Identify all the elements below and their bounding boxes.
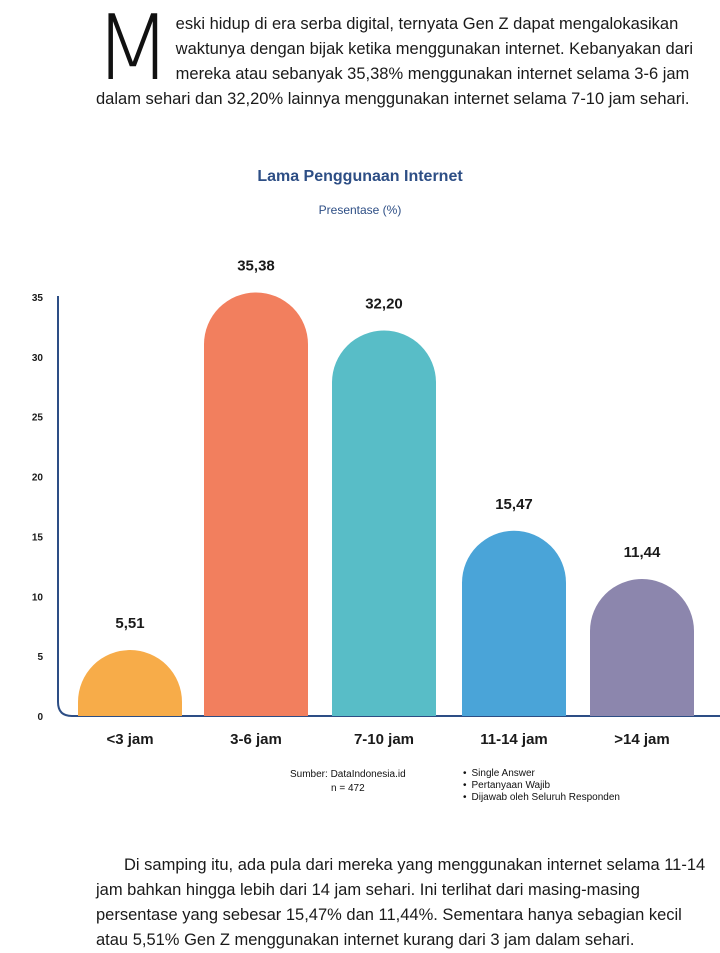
- source-block: Sumber: DataIndonesia.id n = 472: [290, 768, 406, 796]
- value-label: 11,44: [624, 544, 661, 561]
- x-tick-label: >14 jam: [614, 731, 669, 748]
- outro-text: Di samping itu, ada pula dari mereka yan…: [96, 856, 706, 949]
- value-labels: 5,51 35,38 32,20 15,47 11,44: [115, 257, 661, 632]
- bar: [78, 650, 182, 716]
- x-tick-label: 3-6 jam: [230, 731, 282, 748]
- y-tick-label: 30: [32, 353, 44, 364]
- x-tick-label: 11-14 jam: [480, 731, 548, 748]
- chart-title: Lama Penggunaan Internet: [257, 168, 463, 185]
- bar: [590, 579, 694, 716]
- value-label: 5,51: [115, 615, 144, 632]
- y-tick-label: 25: [32, 413, 44, 424]
- source-label: Sumber: DataIndonesia.id: [290, 769, 406, 780]
- y-tick-label: 0: [37, 712, 43, 723]
- note-item: Pertanyaan Wajib: [463, 780, 620, 792]
- intro-text: eski hidup di era serba digital, ternyat…: [96, 15, 694, 108]
- y-tick-label: 10: [32, 592, 44, 603]
- bar: [332, 330, 437, 716]
- y-axis-ticks: 0 5 10 15 20 25 30 35: [32, 293, 44, 723]
- bar: [204, 292, 308, 716]
- bar: [462, 530, 566, 716]
- note-item: Single Answer: [463, 768, 620, 780]
- y-tick-label: 15: [32, 532, 44, 543]
- outro-paragraph: Di samping itu, ada pula dari mereka yan…: [96, 853, 712, 953]
- x-tick-label: <3 jam: [106, 731, 153, 748]
- y-tick-label: 5: [37, 652, 43, 663]
- note-item: Dijawab oleh Seluruh Responden: [463, 792, 620, 804]
- value-label: 35,38: [237, 257, 275, 274]
- value-label: 32,20: [365, 296, 403, 313]
- value-label: 15,47: [495, 496, 533, 513]
- drop-cap: M: [94, 0, 172, 101]
- y-tick-label: 35: [32, 293, 44, 304]
- x-axis-labels: <3 jam 3-6 jam 7-10 jam 11-14 jam >14 jam: [106, 731, 669, 748]
- axis-line: [57, 296, 720, 717]
- y-tick-label: 20: [32, 473, 44, 484]
- sample-size: n = 472: [330, 783, 365, 794]
- notes-list: Single Answer Pertanyaan Wajib Dijawab o…: [463, 768, 620, 804]
- intro-paragraph: M eski hidup di era serba digital, terny…: [94, 0, 708, 112]
- bars: [78, 292, 694, 716]
- x-tick-label: 7-10 jam: [354, 731, 414, 748]
- chart-subtitle: Presentase (%): [318, 203, 402, 217]
